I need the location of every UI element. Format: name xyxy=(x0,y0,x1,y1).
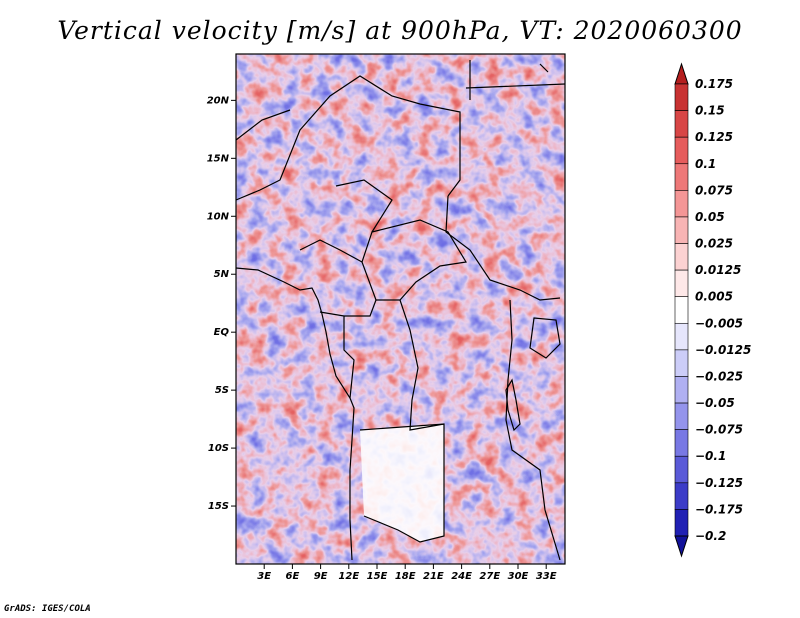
lon-tick-label: 21E xyxy=(423,571,444,582)
border-car xyxy=(361,219,467,301)
lat-tick-label: 10N xyxy=(207,211,230,222)
colorbar-swatch xyxy=(674,376,689,404)
lat-tick-label: 5N xyxy=(214,269,230,280)
colorbar-label: 0.075 xyxy=(695,183,733,197)
colorbar-swatch xyxy=(674,136,689,165)
colorbar-label: −0.2 xyxy=(695,529,726,543)
colorbar-label: 0.15 xyxy=(695,104,725,118)
lon-tick-label: 33E xyxy=(536,571,557,582)
lon-tick-label: 15E xyxy=(367,571,388,582)
colorbar-label: −0.05 xyxy=(695,396,735,410)
colorbar-swatch xyxy=(674,429,689,457)
colorbar-label: −0.005 xyxy=(695,316,743,330)
colorbar-swatch xyxy=(674,110,689,138)
chart-title: Vertical velocity [m/s] at 900hPa, VT: 2… xyxy=(57,16,743,45)
latitude-axis: 20N 15N 10N 5N EQ 5S 10S 15S xyxy=(207,95,236,512)
colorbar-swatch xyxy=(674,349,689,377)
border-congo xyxy=(319,299,377,399)
lon-tick-label: 18E xyxy=(395,571,416,582)
lat-tick-label: EQ xyxy=(214,327,230,338)
colorbar-max-triangle xyxy=(674,62,689,85)
lon-tick-label: 6E xyxy=(286,571,300,582)
colorbar-swatch xyxy=(674,455,689,484)
colorbar-swatch xyxy=(674,296,689,324)
border-sahel xyxy=(235,109,393,263)
borders-layer xyxy=(235,60,566,561)
lake-victoria xyxy=(529,317,561,359)
border-angola xyxy=(359,423,445,543)
border-chad-sudan xyxy=(445,195,561,301)
colorbar-swatch xyxy=(674,190,689,218)
colorbar-min-triangle xyxy=(674,535,689,558)
lon-tick-label: 12E xyxy=(338,571,359,582)
colorbar-label: 0.0125 xyxy=(695,263,741,277)
colorbar-label: 0.175 xyxy=(695,77,733,91)
border-nile xyxy=(465,60,566,100)
colorbar-label: −0.075 xyxy=(695,423,743,437)
colorbar-swatch xyxy=(674,243,689,271)
plot-frame xyxy=(235,53,566,565)
colorbar-label: 0.005 xyxy=(695,290,733,304)
colorbar-label: −0.175 xyxy=(695,502,743,516)
colorbar-swatch xyxy=(674,83,689,111)
colorbar-label: 0.025 xyxy=(695,237,733,251)
colorbar-label: 0.1 xyxy=(695,157,716,171)
lon-tick-label: 30E xyxy=(508,571,529,582)
lake-tanganyika xyxy=(505,378,521,432)
lon-tick-label: 27E xyxy=(479,571,500,582)
lon-tick-label: 9E xyxy=(314,571,328,582)
lat-tick-label: 15N xyxy=(207,153,230,164)
lon-tick-label: 3E xyxy=(257,571,271,582)
colorbar-swatch xyxy=(674,269,689,298)
colorbar-label: −0.1 xyxy=(695,449,726,463)
field-layer xyxy=(236,54,565,564)
colorbar-label: 0.125 xyxy=(695,130,733,144)
lat-tick-label: 5S xyxy=(215,385,229,396)
lat-tick-label: 15S xyxy=(208,501,229,512)
colorbar-label: −0.0125 xyxy=(695,343,751,357)
border-north xyxy=(235,75,461,201)
colorbar-label: −0.025 xyxy=(695,369,743,383)
longitude-axis: 3E 6E 9E 12E 15E 18E 21E 24E 27E 30E 33E xyxy=(257,564,557,582)
coastline-west-africa xyxy=(235,267,355,561)
colorbar-swatch xyxy=(674,216,689,244)
colorbar-label: 0.05 xyxy=(695,210,725,224)
colorbar-swatch xyxy=(674,402,689,430)
colorbar-swatch xyxy=(674,322,689,351)
lat-tick-label: 20N xyxy=(207,95,230,106)
border-great-lakes xyxy=(505,299,561,561)
colorbar: 0.175 0.15 0.125 0.1 0.075 0.05 0.025 0.0125 0.0… xyxy=(674,62,751,558)
lon-tick-label: 24E xyxy=(451,571,472,582)
colorbar-swatch xyxy=(674,163,689,191)
border-drc-east xyxy=(399,299,445,431)
grads-credit: GrADS: IGES/COLA xyxy=(4,604,91,614)
colorbar-swatch xyxy=(674,509,689,537)
colorbar-swatch xyxy=(674,482,689,510)
colorbar-label: −0.125 xyxy=(695,476,743,490)
lat-tick-label: 10S xyxy=(208,443,229,454)
